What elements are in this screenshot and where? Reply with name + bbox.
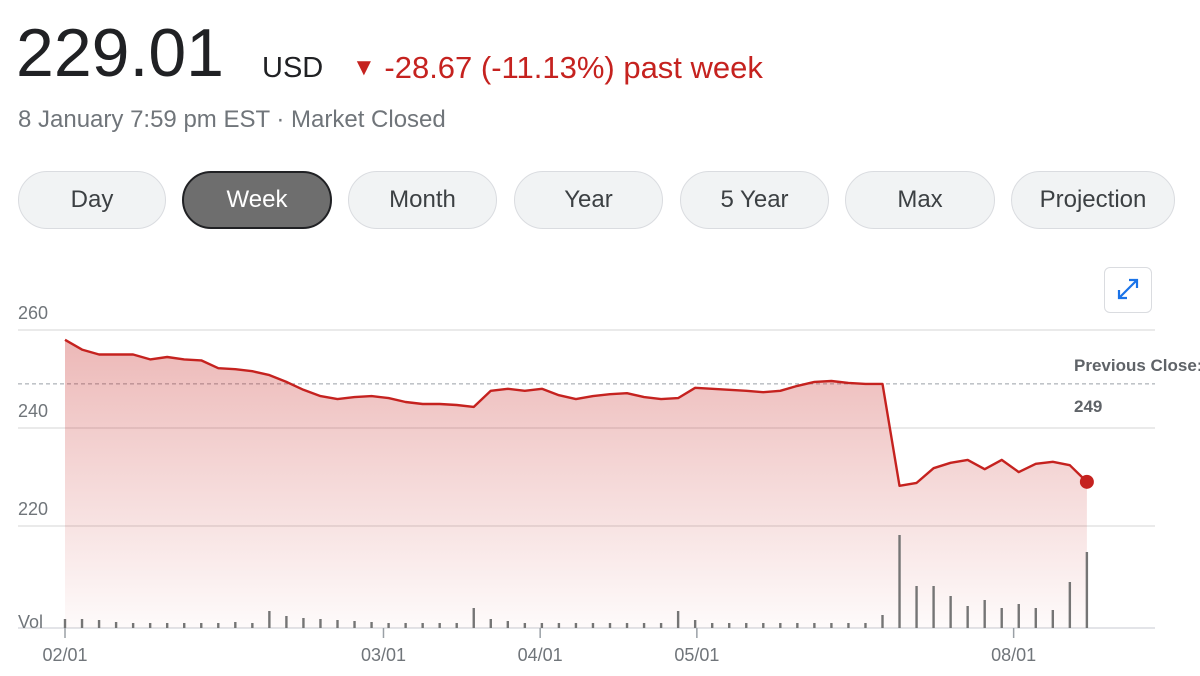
volume-bar (983, 600, 986, 628)
volume-bar (183, 623, 186, 628)
x-tick-label: 03/01 (361, 645, 406, 665)
volume-bar (387, 623, 390, 628)
volume-bar (557, 623, 561, 628)
volume-label: Vol (18, 612, 43, 632)
volume-bar (1068, 582, 1072, 628)
x-tick-label: 08/01 (991, 645, 1036, 665)
volume-bar (813, 623, 816, 628)
expand-icon (1117, 278, 1139, 300)
volume-bar (830, 623, 833, 628)
volume-bar (864, 623, 867, 628)
range-tab[interactable]: Max (845, 171, 995, 229)
previous-close-value: 249 (1074, 397, 1102, 416)
volume-bar (63, 619, 67, 628)
volume-bar (915, 586, 918, 628)
volume-bar (676, 611, 680, 628)
volume-bar (591, 623, 595, 628)
change-text: -28.67 (-11.13%) past week (384, 50, 763, 85)
y-tick-label: 240 (18, 401, 48, 421)
y-tick-label: 220 (18, 499, 48, 519)
volume-bar (455, 623, 458, 628)
x-tick-label: 04/01 (518, 645, 563, 665)
volume-bar (285, 616, 288, 628)
timestamp: 8 January 7:59 pm EST · Market Closed (18, 106, 446, 133)
area-fill (65, 339, 1087, 628)
volume-bar (251, 623, 254, 628)
volume-bar (728, 623, 731, 628)
volume-bar (370, 622, 373, 628)
volume-bar (881, 615, 884, 628)
volume-bar (114, 622, 118, 628)
volume-bar (762, 623, 765, 628)
volume-bar (438, 623, 441, 628)
volume-bar (847, 623, 850, 628)
volume-bar (217, 623, 220, 628)
volume-bar (540, 623, 544, 628)
volume-bar (625, 623, 629, 628)
volume-bar (165, 623, 169, 628)
volume-bar (523, 623, 527, 628)
volume-bar (97, 620, 101, 628)
range-tab[interactable]: 5 Year (680, 171, 829, 229)
last-point (1079, 474, 1094, 489)
volume-bar (1017, 604, 1020, 628)
volume-bar (353, 621, 356, 628)
volume-bar (319, 619, 322, 628)
price: 229.01 (16, 15, 224, 91)
volume-bar (1000, 608, 1003, 628)
volume-bar (966, 606, 969, 628)
range-tab[interactable]: Month (348, 171, 497, 229)
volume-bar (642, 623, 646, 628)
price-line (64, 338, 1088, 487)
volume-bar (796, 623, 799, 628)
volume-bar (489, 619, 492, 628)
volume-bar (659, 623, 663, 628)
volume-bar (421, 623, 424, 628)
volume-bar (302, 618, 305, 628)
currency: USD (262, 52, 324, 84)
volume-bar (148, 623, 152, 628)
volume-bar (80, 619, 84, 628)
volume-bar (234, 622, 237, 628)
volume-bar (131, 623, 135, 628)
volume-bar (574, 623, 578, 628)
range-tab[interactable]: Year (514, 171, 663, 229)
volume-bar (608, 623, 612, 628)
down-arrow: ▼ (352, 54, 376, 81)
range-tab[interactable]: Week (182, 171, 332, 229)
volume-bar (949, 596, 952, 628)
range-tab[interactable]: Day (18, 171, 166, 229)
volume-bar (710, 623, 714, 628)
volume-bar (1034, 608, 1037, 628)
volume-bar (779, 623, 782, 628)
previous-close-label: Previous Close: (1074, 356, 1200, 375)
y-tick-label: 260 (18, 303, 48, 323)
expand-button[interactable] (1104, 267, 1152, 313)
volume-bar (693, 620, 697, 628)
volume-bar (200, 623, 203, 628)
volume-bar (404, 623, 407, 628)
volume-bar (898, 535, 901, 628)
volume-bar (745, 623, 748, 628)
volume-bar (1051, 610, 1055, 628)
x-tick-label: 02/01 (42, 645, 87, 665)
volume-bar (932, 586, 935, 628)
volume-bar (1085, 552, 1089, 628)
volume-bar (268, 611, 271, 628)
volume-bar (472, 608, 475, 628)
range-tab[interactable]: Projection (1011, 171, 1175, 229)
volume-bar (506, 621, 510, 628)
volume-bar (336, 620, 339, 628)
change: ▼ -28.67 (-11.13%) past week (352, 50, 763, 86)
x-tick-label: 05/01 (674, 645, 719, 665)
